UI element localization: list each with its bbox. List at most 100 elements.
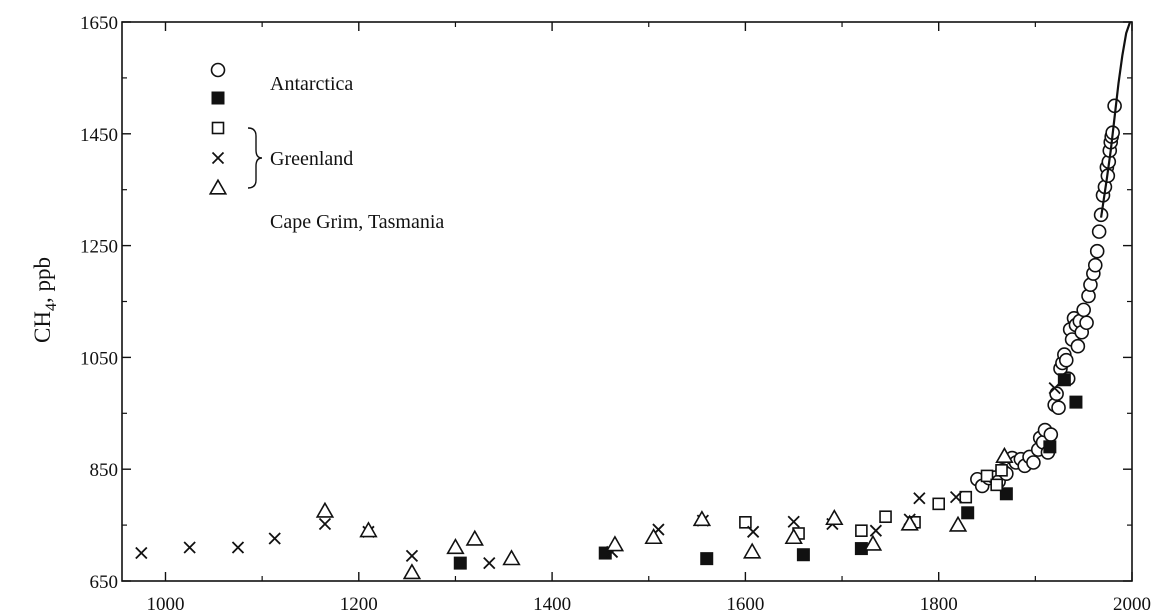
open-triangle-point	[315, 501, 335, 518]
open-triangle-point	[605, 535, 625, 552]
open-square-point	[211, 121, 225, 135]
open-triangle-point	[995, 446, 1014, 463]
cross-point	[1048, 382, 1061, 395]
open-square-point	[739, 516, 752, 529]
open-triangle-point	[502, 549, 521, 566]
open-square-point	[879, 510, 892, 524]
filled-square-point	[796, 548, 810, 562]
y-tick-label: 650	[90, 572, 119, 593]
y-axis-label-unit: , ppb	[30, 257, 55, 303]
cross-stroke	[869, 524, 883, 537]
filled-square-point	[700, 552, 714, 566]
legend-label: Cape Grim, Tasmania	[270, 211, 444, 233]
x-tick-label: 1600	[726, 594, 764, 613]
legend-label: Greenland	[270, 148, 353, 170]
open-square-point	[932, 497, 945, 511]
y-axis-title: CH4, ppb	[30, 257, 60, 343]
cross-stroke	[211, 151, 225, 165]
open-square-point	[980, 469, 994, 483]
cross-point	[787, 515, 800, 528]
y-tick-label: 1250	[80, 237, 118, 258]
open-triangle-point	[446, 538, 465, 555]
filled-square-point	[1057, 373, 1071, 387]
open-triangle-point	[359, 521, 378, 538]
open-triangle-point	[948, 515, 968, 532]
x-tick-label: 2000	[1113, 594, 1151, 613]
open-triangle-point	[465, 529, 484, 546]
x-tick-label: 1400	[533, 594, 571, 613]
trend-line	[1099, 21, 1132, 218]
y-axis-label-sub: 4	[43, 303, 60, 311]
cross-point	[746, 525, 760, 538]
open-circle-point	[1076, 302, 1091, 318]
open-circle-point	[1091, 224, 1107, 239]
legend-brace	[247, 127, 263, 189]
legend-label: Antarctica	[270, 73, 353, 95]
cross-point	[135, 546, 148, 560]
y-axis-label-base: CH	[30, 311, 55, 343]
filled-square-point	[999, 487, 1013, 501]
trend-line-group	[1099, 21, 1132, 218]
open-circle-point	[210, 62, 226, 78]
open-triangle-point	[644, 527, 663, 545]
cross-stroke	[231, 541, 245, 554]
open-triangle-point	[742, 542, 762, 559]
y-tick-label: 850	[90, 460, 119, 481]
filled-square-point	[1069, 395, 1083, 409]
open-triangle-point	[784, 527, 803, 545]
open-square-point	[995, 464, 1008, 477]
filled-square-point	[854, 542, 868, 556]
filled-square-point	[453, 556, 467, 570]
open-circle-point	[1043, 427, 1059, 442]
y-axis-label: CH4, ppb	[30, 257, 60, 343]
open-circle-point	[1079, 315, 1094, 331]
x-tick-label: 1000	[146, 594, 184, 613]
cross-stroke	[949, 491, 963, 504]
open-square-point	[855, 524, 868, 537]
open-circle-point	[1026, 455, 1041, 470]
cross-point	[405, 549, 419, 562]
open-triangle-point	[402, 563, 422, 580]
filled-square-point	[211, 91, 225, 105]
cross-stroke	[268, 532, 281, 545]
cross-stroke	[135, 546, 148, 560]
cross-stroke	[318, 517, 332, 531]
plot-frame	[121, 21, 1133, 582]
cross-point	[211, 151, 225, 165]
open-circle-point	[1051, 400, 1066, 416]
open-square-point	[990, 478, 1003, 492]
open-triangle-point	[900, 514, 919, 531]
open-triangle-point	[863, 534, 883, 551]
x-tick-label: 1200	[340, 594, 378, 613]
cross-point	[949, 491, 963, 504]
x-tick-label: 1800	[920, 594, 958, 613]
cross-point	[231, 541, 245, 554]
open-circle-point	[1087, 257, 1103, 273]
cross-point	[183, 541, 196, 554]
cross-stroke	[787, 515, 800, 528]
cross-stroke	[405, 549, 419, 562]
cross-stroke	[483, 556, 496, 570]
cross-point	[483, 556, 496, 570]
y-tick-label: 1650	[80, 13, 118, 34]
cross-point	[268, 532, 281, 545]
open-triangle-point	[208, 178, 228, 195]
plot-axes: 1000 1200 1400 1600 1800 2000 650 850 1050 1250 14…	[80, 13, 1151, 613]
open-circle-point	[1058, 352, 1074, 368]
y-tick-label: 1450	[80, 125, 118, 146]
open-circle-point	[1070, 338, 1086, 354]
legend: Antarctica Greenland Cape Grim, Tasmania	[208, 62, 444, 233]
open-triangle-point	[825, 508, 844, 526]
y-tick-label: 1050	[80, 348, 118, 369]
open-circle-point	[1089, 243, 1105, 259]
cross-point	[913, 492, 926, 505]
open-square-point	[959, 490, 973, 504]
cross-stroke	[183, 541, 196, 554]
filled-square-point	[1043, 440, 1057, 454]
cross-stroke	[1048, 382, 1061, 395]
cross-stroke	[746, 525, 760, 538]
cross-stroke	[913, 492, 926, 505]
filled-square-point	[961, 506, 975, 520]
cross-point	[318, 517, 332, 531]
